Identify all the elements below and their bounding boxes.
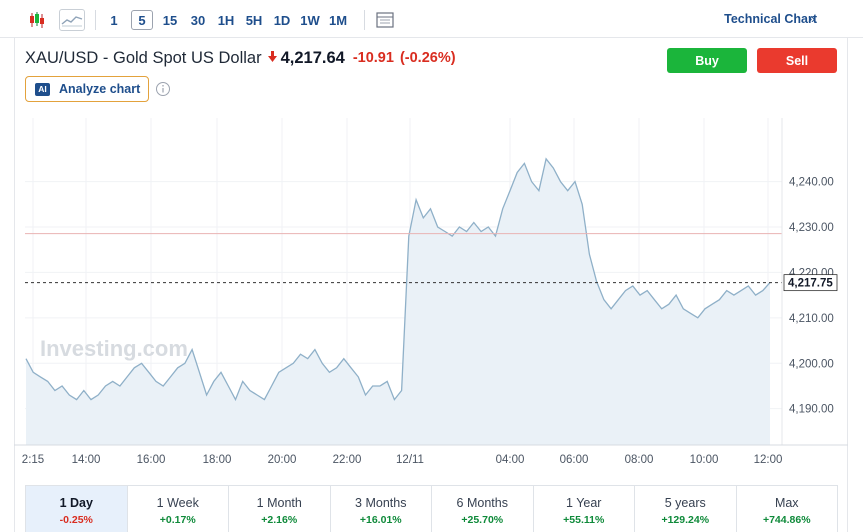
period-change: +2.16% xyxy=(261,514,298,526)
analyze-chart-label: Analyze chart xyxy=(59,82,141,96)
instrument-name: XAU/USD - Gold Spot US Dollar xyxy=(25,48,262,67)
period-change: +55.11% xyxy=(563,514,605,526)
ai-badge-icon: AI xyxy=(35,82,50,96)
period-tab-1-week[interactable]: 1 Week +0.17% xyxy=(128,486,229,532)
period-tab-1-month[interactable]: 1 Month +2.16% xyxy=(229,486,331,532)
buy-button[interactable]: Buy xyxy=(667,48,747,73)
timeframe-1h[interactable]: 1H xyxy=(217,12,235,28)
candlestick-icon[interactable] xyxy=(25,9,49,31)
period-tab-3-months[interactable]: 3 Months +16.01% xyxy=(331,486,432,532)
double-chevron-right-icon[interactable]: » xyxy=(808,11,816,26)
period-label: 3 Months xyxy=(355,496,407,510)
period-tab-6-months[interactable]: 6 Months +25.70% xyxy=(432,486,534,532)
timeframe-5[interactable]: 5 xyxy=(131,10,153,30)
y-tick-label: 4,200.00 xyxy=(789,358,834,370)
sell-button[interactable]: Sell xyxy=(757,48,837,73)
price-chart[interactable]: Investing.com 4,190.00 4,200.00 4,210.00 4,2… xyxy=(0,0,863,485)
toolbar-divider xyxy=(364,10,365,30)
timeframe-1d[interactable]: 1D xyxy=(273,12,291,28)
period-label: 1 Day xyxy=(59,496,93,510)
price-area-fill xyxy=(26,158,770,445)
x-tick-label: 04:00 xyxy=(496,454,525,466)
y-tick-label: 4,190.00 xyxy=(789,404,834,416)
period-tab-1-day[interactable]: 1 Day -0.25% xyxy=(26,486,128,532)
y-tick-label: 4,230.00 xyxy=(789,222,834,234)
x-tick-label: 10:00 xyxy=(690,454,719,466)
x-tick-label: 16:00 xyxy=(137,454,166,466)
x-tick-label: 22:00 xyxy=(333,454,362,466)
x-tick-label: 2:15 xyxy=(22,454,44,466)
timeframe-1w[interactable]: 1W xyxy=(300,12,320,28)
info-icon[interactable] xyxy=(155,81,171,97)
investing-watermark: Investing.com xyxy=(40,336,188,361)
price-change-percent: (-0.26%) xyxy=(399,50,456,66)
technical-chart-link[interactable]: Technical Chart xyxy=(724,12,817,26)
y-tick-label: 4,210.00 xyxy=(789,313,834,325)
timeframe-15[interactable]: 15 xyxy=(162,12,178,28)
period-label: 1 Week xyxy=(156,496,199,510)
chart-toolbar: 1 5 15 30 1H 5H 1D 1W 1M Technical Chart » xyxy=(0,0,863,38)
area-chart-icon[interactable] xyxy=(59,9,85,31)
period-performance-tabs: 1 Day -0.25% 1 Week +0.17% 1 Month +2.16% 3 Mo… xyxy=(25,485,838,532)
timeframe-5h[interactable]: 5H xyxy=(245,12,263,28)
period-change: +25.70% xyxy=(461,514,504,526)
table-icon[interactable] xyxy=(373,9,397,31)
arrow-down-icon xyxy=(267,49,277,67)
period-change: -0.25% xyxy=(59,514,93,526)
x-tick-label: 14:00 xyxy=(72,454,101,466)
timeframe-1[interactable]: 1 xyxy=(110,12,118,28)
x-tick-label: 12:00 xyxy=(754,454,783,466)
y-tick-label: 4,240.00 xyxy=(789,177,834,189)
period-label: 6 Months xyxy=(456,496,508,510)
x-tick-label: 12/11 xyxy=(396,454,424,466)
x-tick-label: 18:00 xyxy=(203,454,232,466)
price-change: -10.91 xyxy=(352,50,394,66)
period-change: +0.17% xyxy=(159,514,196,526)
period-tab-5-years[interactable]: 5 years +129.24% xyxy=(635,486,737,532)
period-tab-max[interactable]: Max +744.86% xyxy=(737,486,838,532)
period-label: 5 years xyxy=(664,496,706,510)
last-price-tag xyxy=(783,274,838,292)
period-label: 1 Year xyxy=(566,496,602,510)
period-tab-1-year[interactable]: 1 Year +55.11% xyxy=(534,486,635,532)
timeframe-1m[interactable]: 1M xyxy=(328,12,348,28)
analyze-chart-button[interactable]: AI Analyze chart xyxy=(25,76,149,102)
x-tick-label: 06:00 xyxy=(560,454,589,466)
instrument-header: XAU/USD - Gold Spot US Dollar 4,217.64 -… xyxy=(25,48,462,68)
last-price: 4,217.64 xyxy=(280,48,345,67)
x-tick-label: 20:00 xyxy=(268,454,297,466)
period-change: +16.01% xyxy=(359,514,402,526)
toolbar-divider xyxy=(95,10,96,30)
timeframe-30[interactable]: 30 xyxy=(190,12,206,28)
period-change: +129.24% xyxy=(661,514,710,526)
last-price-label: 4,217.75 xyxy=(788,278,833,290)
period-change: +744.86% xyxy=(762,514,811,526)
period-label: 1 Month xyxy=(256,496,302,510)
price-line xyxy=(25,157,771,402)
x-tick-label: 08:00 xyxy=(625,454,654,466)
period-label: Max xyxy=(774,496,799,510)
